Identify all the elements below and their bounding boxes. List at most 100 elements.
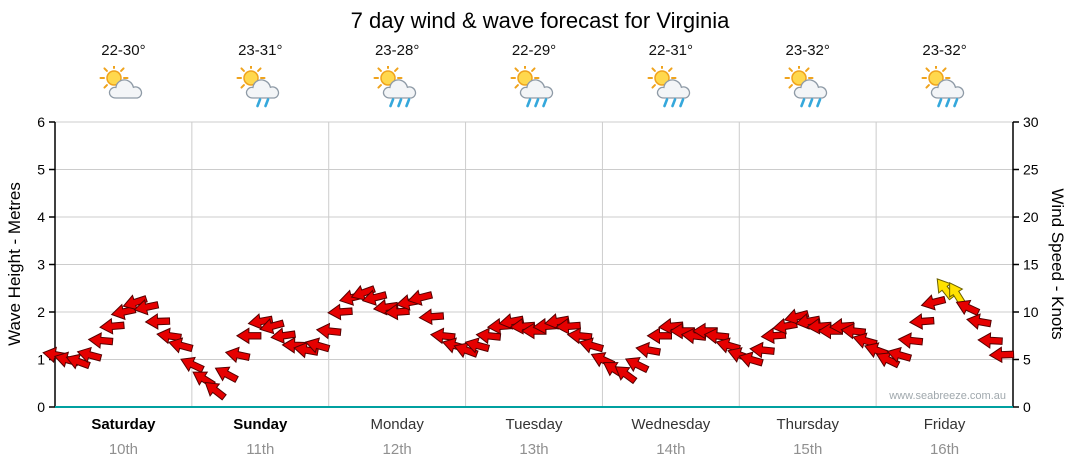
day-name: Sunday <box>233 416 288 433</box>
rain-drop <box>663 98 669 108</box>
left-tick-label: 4 <box>37 209 45 225</box>
wind-arrow <box>703 327 730 345</box>
wind-arrow <box>977 332 1003 349</box>
wind-arrow <box>76 346 103 364</box>
sun-ray <box>240 84 246 89</box>
wind-arrow <box>350 284 376 301</box>
rain-drop <box>405 98 411 108</box>
sun-ray <box>240 67 246 72</box>
rain-drop <box>952 98 958 108</box>
wind-arrow <box>87 332 114 349</box>
wind-arrow <box>167 337 194 354</box>
sun-ray <box>941 67 947 72</box>
weather-icon-showers <box>921 66 964 108</box>
day-name: Thursday <box>776 416 839 433</box>
wind-arrow <box>304 337 331 354</box>
wind-arrow <box>635 341 661 359</box>
chart-title: 7 day wind & wave forecast for Virginia <box>350 8 730 33</box>
right-tick-label: 5 <box>1023 352 1031 368</box>
sun-ray <box>667 67 673 72</box>
left-tick-label: 2 <box>37 304 45 320</box>
right-tick-label: 30 <box>1023 114 1039 130</box>
left-tick-label: 5 <box>37 162 45 178</box>
sun-ray <box>514 84 519 89</box>
rain-drop <box>526 98 532 108</box>
day-date: 10th <box>108 441 139 458</box>
sun-ray <box>651 84 656 89</box>
wind-arrow <box>920 294 947 311</box>
sun-ray <box>531 67 536 72</box>
wind-arrow <box>247 313 274 330</box>
sun-ray <box>377 67 383 72</box>
day-date: 11th <box>246 441 275 458</box>
wind-arrow <box>224 346 251 364</box>
rain-drop <box>936 98 942 108</box>
sun <box>790 70 807 86</box>
day-temp: 23-31° <box>238 42 283 59</box>
wind-arrow <box>566 327 593 345</box>
day-date: 15th <box>793 441 823 458</box>
sun <box>243 70 260 86</box>
sun-ray <box>257 67 262 72</box>
wind-arrow <box>614 366 638 385</box>
weather-icon-light-showers <box>236 66 280 108</box>
sun <box>517 70 533 86</box>
rain-drop <box>679 98 685 108</box>
day-temp: 22-30° <box>101 42 146 59</box>
wind-arrow <box>214 366 239 383</box>
sun <box>106 70 123 86</box>
wind-arrow <box>875 352 901 369</box>
rain-drop <box>799 98 806 108</box>
sun-ray <box>804 67 810 72</box>
right-tick-label: 0 <box>1023 399 1031 415</box>
right-tick-label: 20 <box>1023 209 1039 225</box>
rain-drop <box>944 98 950 108</box>
day-name: Saturday <box>91 416 156 433</box>
wind-arrow <box>204 381 227 401</box>
sun-ray <box>377 84 383 89</box>
wind-arrow <box>235 327 262 345</box>
wind-arrow <box>429 327 456 345</box>
day-temp: 22-31° <box>648 42 694 59</box>
wind-arrow <box>180 356 205 373</box>
wind-arrow <box>738 351 764 368</box>
wind-arrow <box>966 313 992 330</box>
rain-drop <box>534 98 540 108</box>
sun-ray <box>394 67 399 72</box>
sun <box>654 70 670 86</box>
right-tick-label: 15 <box>1023 257 1039 273</box>
wind-arrow <box>327 303 353 321</box>
wind-arrow <box>133 298 160 316</box>
wind-arrow <box>955 299 981 316</box>
day-date: 14th <box>656 441 686 458</box>
weather-icon-showers <box>647 66 690 108</box>
left-tick-label: 0 <box>37 399 45 415</box>
cloud <box>519 79 554 99</box>
wind-arrow <box>122 294 148 311</box>
left-tick-label: 1 <box>37 352 45 368</box>
sun-ray <box>651 67 656 72</box>
wind-arrow <box>156 327 182 345</box>
wind-arrow <box>372 298 399 316</box>
right-tick-label: 25 <box>1023 162 1039 178</box>
wind-arrow <box>144 313 171 330</box>
sun-ray <box>925 67 930 72</box>
wind-arrow <box>840 322 867 340</box>
wind-arrow <box>259 318 285 335</box>
wind-arrow <box>578 337 605 354</box>
wind-arrow-strong <box>949 282 966 306</box>
day-temp: 22-29° <box>511 42 557 59</box>
wind-arrow <box>783 308 810 325</box>
sun-ray <box>103 84 109 89</box>
rain-drop <box>542 98 548 108</box>
weather-icon-showers <box>373 66 417 108</box>
cloud <box>382 79 417 99</box>
day-name: Wednesday <box>631 416 711 433</box>
rain-drop <box>389 98 395 108</box>
wind-arrow <box>418 308 445 326</box>
wind-arrow <box>624 356 650 374</box>
day-date: 16th <box>929 441 960 458</box>
wind-arrow <box>988 346 1015 364</box>
left-tick-label: 3 <box>37 257 45 273</box>
